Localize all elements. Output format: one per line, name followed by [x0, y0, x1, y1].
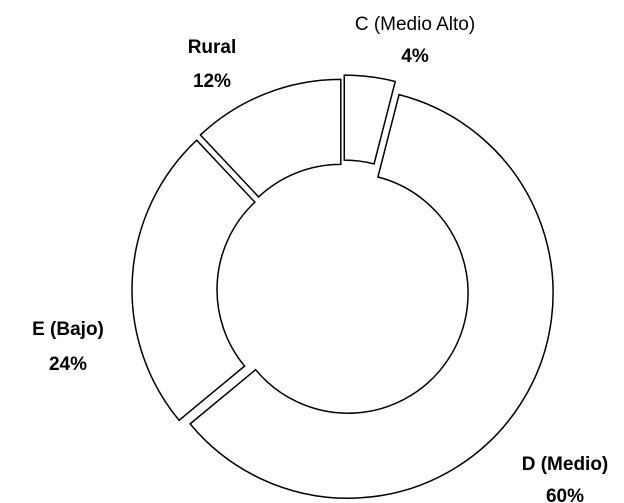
- value-label: 60%: [546, 486, 584, 503]
- value-label: 12%: [193, 71, 231, 92]
- donut-segment: [189, 93, 554, 499]
- category-label: E (Bajo): [32, 319, 104, 340]
- value-label: 4%: [401, 46, 429, 67]
- donut-segment: [131, 139, 256, 422]
- category-label: Rural: [188, 37, 237, 58]
- donut-segment: [199, 78, 342, 199]
- category-label: C (Medio Alto): [355, 14, 475, 35]
- category-label: D (Medio): [522, 454, 609, 475]
- donut-segment: [343, 74, 397, 165]
- value-label: 24%: [49, 354, 87, 375]
